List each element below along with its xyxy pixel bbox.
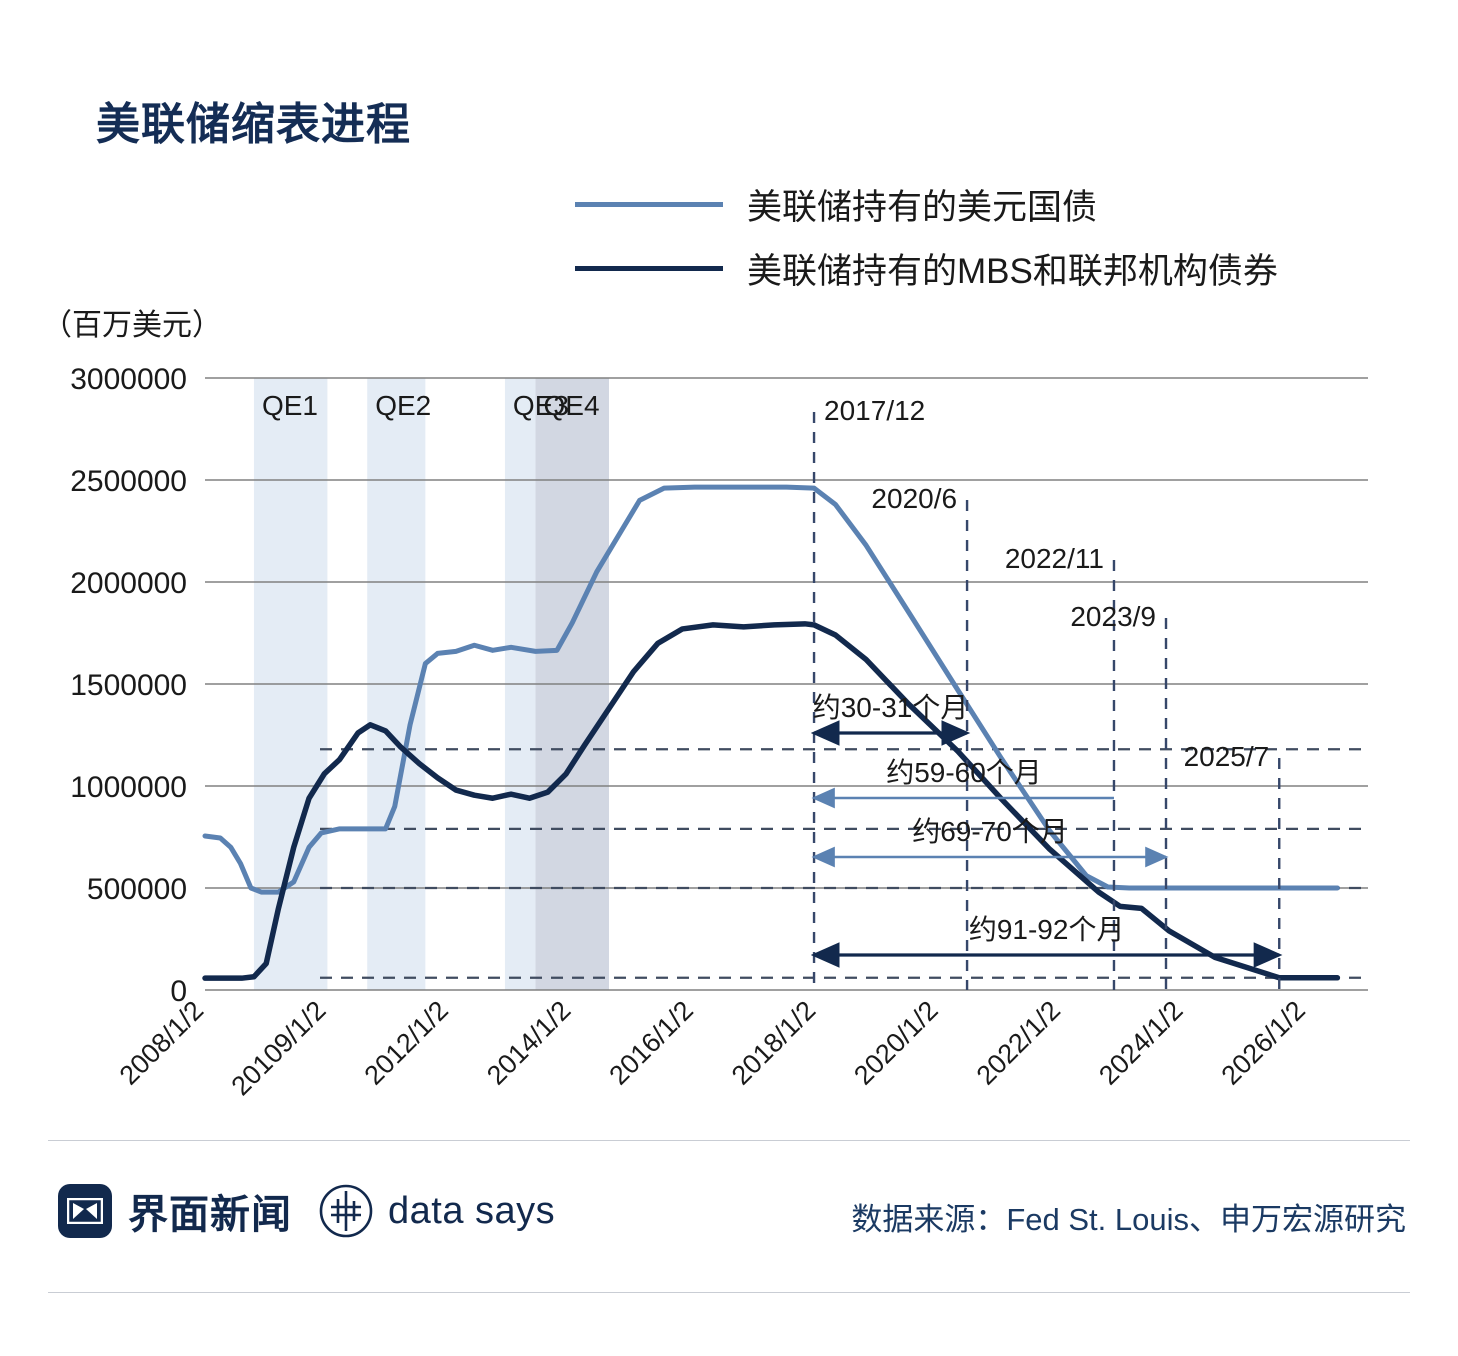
series-group — [202, 484, 1341, 981]
legend-label-treasury: 美联储持有的美元国债 — [747, 187, 1098, 227]
date-marker-label-3: 2023/9 — [1070, 601, 1156, 632]
x-tick-label-3: 2014/1/2 — [481, 995, 577, 1091]
x-tick-label-0: 2008/1/2 — [114, 995, 210, 1091]
date-marker-label-4: 2025/7 — [1184, 741, 1270, 772]
jiemian-logo-icon — [58, 1184, 112, 1238]
data-says-glyph-icon — [319, 1184, 373, 1238]
duration-label-1: 约59-60个月 — [886, 757, 1042, 788]
y-tick-label-4: 2000000 — [70, 567, 187, 600]
x-tick-label-2: 2012/1/2 — [359, 995, 455, 1091]
qe-label-qe3: QE3 — [513, 390, 569, 421]
brand-block: 界面新闻 data says — [58, 1182, 555, 1240]
date-marker-label-1: 2020/6 — [871, 483, 957, 514]
legend-line-swatch-treasury — [575, 201, 723, 207]
data-source-label: 数据来源：Fed St. Louis、申万宏源研究 — [851, 1202, 1406, 1237]
x-axis-labels-group: 2008/1/2 20109/1/2 2012/1/2 2014/1/2 2016/1/… — [114, 995, 1311, 1101]
data-says-circle-icon — [318, 1183, 374, 1239]
legend-item-mbs: 美联储持有的MBS和联邦机构债券 — [575, 236, 1278, 300]
x-tick-label-1: 20109/1/2 — [225, 995, 331, 1101]
legend-item-treasury: 美联储持有的美元国债 — [575, 172, 1278, 236]
date-marker-label-0: 2017/12 — [824, 395, 925, 426]
footer-divider-top — [48, 1140, 1410, 1141]
page-title: 美联储缩表进程 — [96, 100, 411, 149]
y-tick-label-0: 0 — [170, 975, 187, 1008]
x-tick-label-7: 2022/1/2 — [971, 995, 1067, 1091]
y-tick-label-2: 1000000 — [70, 771, 187, 804]
y-tick-label-1: 500000 — [87, 873, 187, 906]
data-says-block: data says — [318, 1183, 555, 1239]
series-line-mbs — [202, 621, 1341, 981]
duration-label-2: 约69-70个月 — [912, 816, 1068, 847]
brand-name: 界面新闻 — [128, 1193, 292, 1237]
chart-legend: 美联储持有的美元国债 美联储持有的MBS和联邦机构债券 — [575, 172, 1278, 300]
x-tick-label-5: 2018/1/2 — [726, 995, 822, 1091]
x-tick-label-6: 2020/1/2 — [848, 995, 944, 1091]
y-tick-label-6: 3000000 — [70, 363, 187, 396]
series-line-treasury — [202, 484, 1340, 895]
footer-divider-bottom — [48, 1292, 1410, 1293]
y-axis-unit-label: （百万美元） — [42, 309, 222, 342]
y-tick-label-5: 2500000 — [70, 465, 187, 498]
x-tick-label-8: 2024/1/2 — [1093, 995, 1189, 1091]
duration-label-0: 约30-31个月 — [813, 692, 969, 723]
x-tick-label-4: 2016/1/2 — [603, 995, 699, 1091]
legend-label-mbs: 美联储持有的MBS和联邦机构债券 — [747, 251, 1278, 291]
reference-levels-group — [320, 748, 1368, 979]
duration-label-3: 约91-92个月 — [969, 914, 1125, 945]
qe-label-qe1: QE1 — [262, 390, 318, 421]
date-markers-group: 2017/12 2020/6 2022/11 2023/9 2025/7 — [812, 395, 1281, 990]
x-tick-label-9: 2026/1/2 — [1216, 995, 1312, 1091]
y-tick-label-3: 1500000 — [70, 669, 187, 702]
footer: 界面新闻 data says 数据来源：Fed St. Louis、申万宏源研究 — [48, 1176, 1410, 1276]
qe-label-qe4: QE4 — [544, 390, 600, 421]
jiemian-glyph-icon — [67, 1198, 103, 1224]
qe-label-qe2: QE2 — [375, 390, 431, 421]
data-says-label: data says — [388, 1189, 556, 1232]
date-marker-label-2: 2022/11 — [1005, 543, 1104, 574]
legend-line-swatch-mbs — [575, 265, 723, 271]
gridlines-group: 0 500000 1000000 1500000 2000000 2500000 30000… — [70, 363, 1368, 1008]
